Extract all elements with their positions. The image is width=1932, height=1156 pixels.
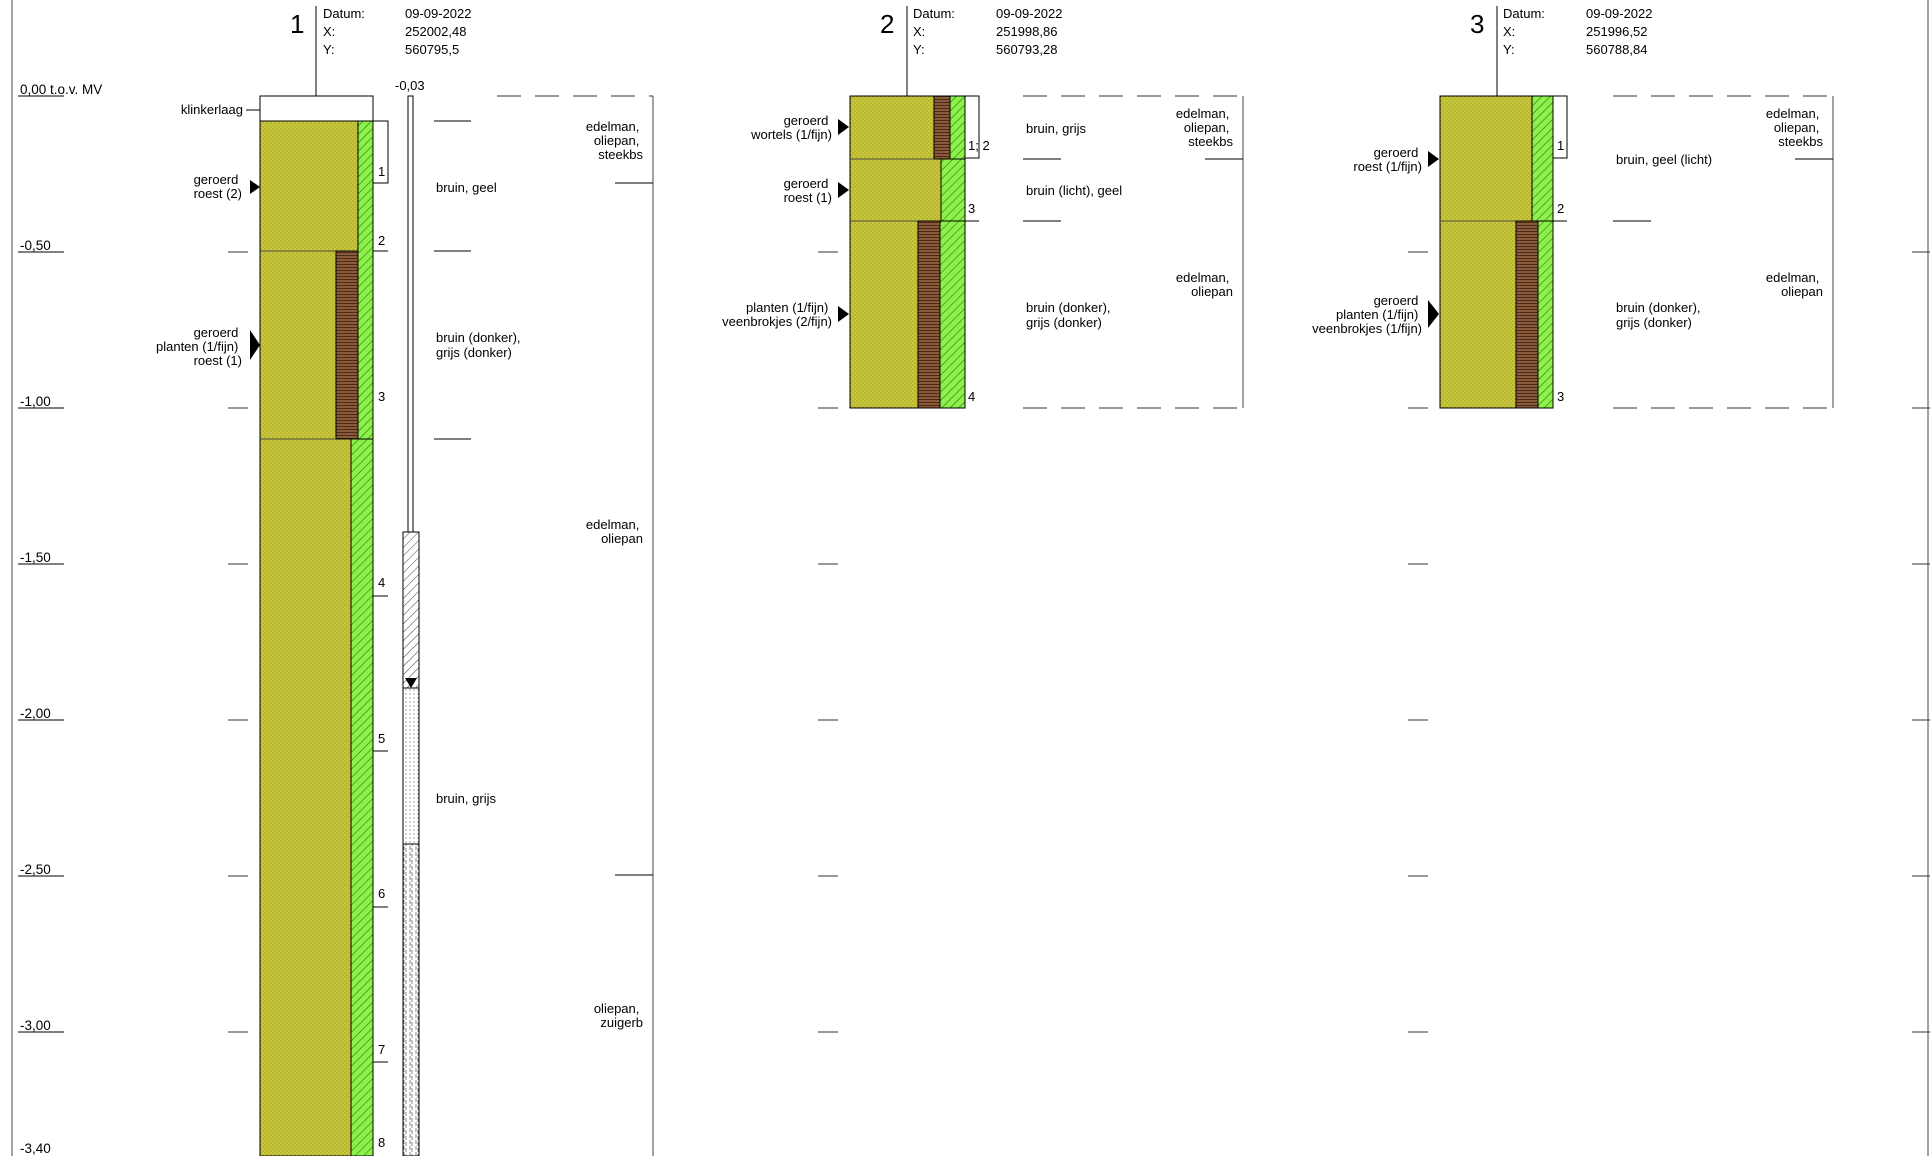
depth-grid-dashes [228,95,1930,1033]
boring-1-green-strip-lower [350,438,374,1156]
boring-1-sample-4: 4 [378,575,385,590]
boring-2-sample-3: 4 [968,389,975,404]
axis-tick-label: -2,50 [20,862,51,877]
boring-2-annotation-3: planten (1/fijn) veenbrokjes (2/fijn) [722,300,832,329]
boring-1-well-top: -0,03 [395,78,425,93]
axis-tick-label: -1,50 [20,550,51,565]
boring-3-color-3: grijs (donker) [1616,315,1692,330]
boring-1-y-label: Y: [323,42,335,57]
boring-2-number: 2 [880,9,894,39]
boring-1-sample-8: 8 [378,1135,385,1150]
boring-2-peat-layer-top [933,95,951,160]
boring-3: 3 Datum: 09-09-2022 X: 251996,52 Y: 5607… [1312,6,1834,409]
boring-2-x-value: 251998,86 [996,24,1057,39]
boring-3-color-1: bruin, geel (licht) [1616,152,1712,167]
boring-2-date-label: Datum: [913,6,955,21]
boring-3-remark-1: edelman, oliepan, steekbs [1766,106,1824,149]
boring-1-remark-1: edelman, oliepan, steekbs [586,119,644,162]
boring-2-green-strip [939,220,966,409]
boring-2-x-label: X: [913,24,925,39]
boring-1-annotation-1: geroerd roest (2) [194,172,242,201]
boring-1-x-value: 252002,48 [405,24,466,39]
boring-1-water-level-icon [405,678,417,688]
boring-1-well-seal [402,531,420,689]
boring-3-number: 3 [1470,9,1484,39]
boring-3-peat-layer [1515,220,1539,409]
boring-3-sample-1: 1 [1557,138,1564,153]
boring-3-sample-3: 3 [1557,389,1564,404]
boring-1-remark-2: edelman, oliepan [586,517,643,546]
boring-1-green-strip-upper [357,120,374,440]
boring-2-remark-1: edelman, oliepan, steekbs [1176,106,1234,149]
depth-axis: 0,00 t.o.v. MV -0,50 -1,00 -1,50 -2,00 -2,50… [18,82,102,1156]
boring-2-remark-2: edelman, oliepan [1176,270,1233,299]
boring-1-peat-layer [335,250,359,440]
boring-1: 1 Datum: 09-09-2022 X: 252002,48 Y: 5607… [156,6,654,1156]
boring-3-date-label: Datum: [1503,6,1545,21]
boring-2-annotation-2: geroerd roest (1) [784,176,832,205]
boring-2-color-4: grijs (donker) [1026,315,1102,330]
boring-1-annotation-2: geroerd planten (1/fijn) roest (1) [156,325,242,368]
boring-1-color-1: bruin, geel [436,180,497,195]
boring-2-y-value: 560793,28 [996,42,1057,57]
boring-1-sample-2: 2 [378,233,385,248]
boring-1-date-label: Datum: [323,6,365,21]
boring-3-color-2: bruin (donker), [1616,300,1701,315]
boring-3-y-label: Y: [1503,42,1515,57]
boring-1-sample-1: 1 [378,164,385,179]
axis-tick-label: -3,00 [20,1018,51,1033]
boring-1-sample-6: 6 [378,886,385,901]
boring-1-color-2: bruin (donker), [436,330,521,345]
boring-3-green-strip [1537,220,1554,409]
boring-1-remark-3: oliepan, zuigerb [594,1001,643,1030]
boring-2-color-3: bruin (donker), [1026,300,1111,315]
boring-3-y-value: 560788,84 [1586,42,1647,57]
boring-3-annotation-1: geroerd roest (1/fijn) [1353,145,1422,174]
boring-2-y-label: Y: [913,42,925,57]
boring-3-sample-2: 2 [1557,201,1564,216]
boring-1-well-screen [402,843,420,1156]
boring-1-y-value: 560795,5 [405,42,459,57]
boring-3-date-value: 09-09-2022 [1586,6,1653,21]
boring-2-annotation-1: geroerd wortels (1/fijn) [750,113,832,142]
axis-tick-label: -3,40 [20,1141,51,1156]
boring-1-x-label: X: [323,24,335,39]
boring-2-sample-1: 1; 2 [968,138,990,153]
axis-tick-label: -2,00 [20,706,51,721]
boring-1-sample-7: 7 [378,1042,385,1057]
boring-1-well-gravel [402,687,420,845]
boring-1-top-label: klinkerlaag [181,102,243,117]
boring-1-date-value: 09-09-2022 [405,6,472,21]
boring-2-peat-layer-bottom [917,220,941,409]
boring-1-color-4: bruin, grijs [436,791,496,806]
boring-3-x-value: 251996,52 [1586,24,1647,39]
boring-2: 2 Datum: 09-09-2022 X: 251998,86 Y: 5607… [722,6,1244,409]
axis-reference-label: 0,00 t.o.v. MV [20,82,102,97]
axis-tick-label: -0,50 [20,238,51,253]
boring-1-number: 1 [290,9,304,39]
boring-1-sample-5: 5 [378,731,385,746]
boring-1-color-3: grijs (donker) [436,345,512,360]
boring-1-sample-3: 3 [378,389,385,404]
boring-3-annotation-2: geroerd planten (1/fijn) veenbrokjes (1/… [1312,293,1422,336]
boring-1-pavement-layer [259,95,374,122]
boring-2-date-value: 09-09-2022 [996,6,1063,21]
boring-3-remark-2: edelman, oliepan [1766,270,1823,299]
boring-2-sample-2: 3 [968,201,975,216]
boring-3-x-label: X: [1503,24,1515,39]
boring-2-color-2: bruin (licht), geel [1026,183,1122,198]
boring-1-well-pipe [407,95,414,533]
boring-2-color-1: bruin, grijs [1026,121,1086,136]
axis-tick-label: -1,00 [20,394,51,409]
